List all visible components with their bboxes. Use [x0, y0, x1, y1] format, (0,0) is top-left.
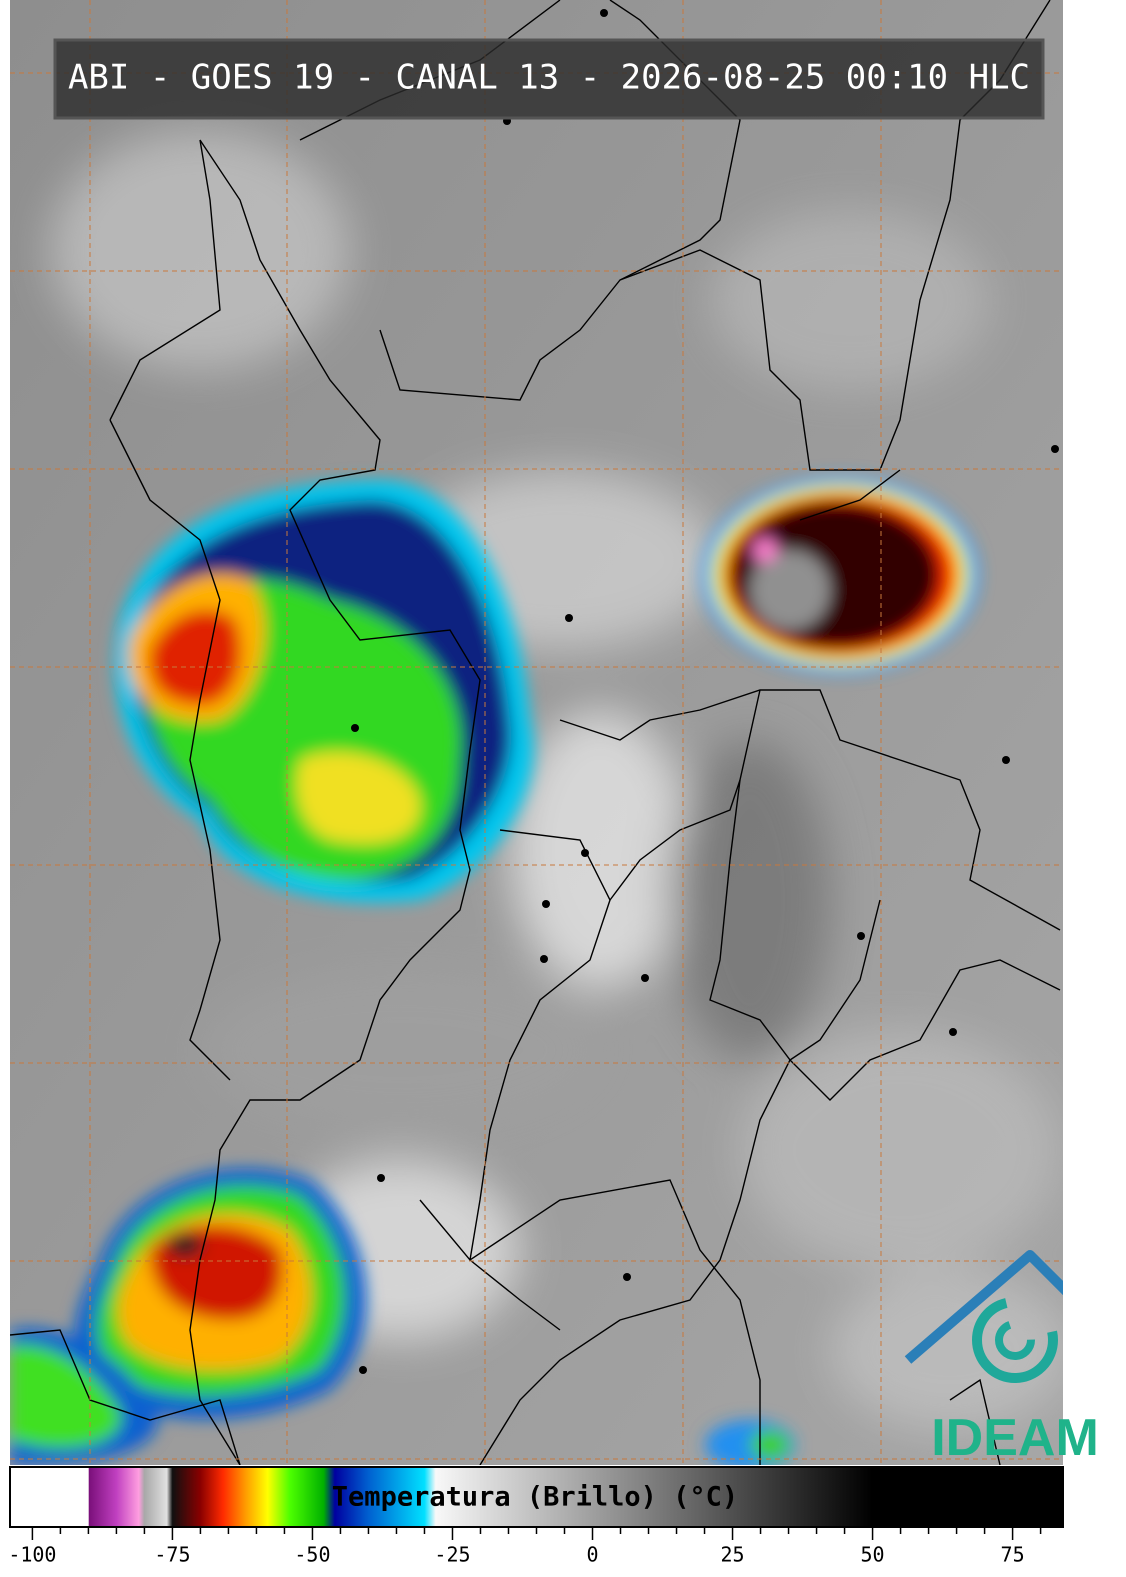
colorbar-bar	[9, 1466, 1064, 1528]
title-box	[53, 38, 1045, 120]
colorbar-tick-label: -100	[8, 1543, 56, 1567]
logo-text: IDEAM	[931, 1409, 1099, 1467]
satellite-map	[10, 0, 1063, 1465]
colorbar-tick-label: -25	[434, 1543, 470, 1567]
colorbar-label: Temperatura (Brillo) (°C)	[332, 1482, 738, 1513]
colorbar-tick-label: -75	[154, 1543, 190, 1567]
colorbar: Temperatura (Brillo) (°C) -100 -75 -50 -25 0 2…	[8, 1466, 1064, 1567]
title: ABI - GOES 19 - CANAL 13 - 2026-08-25 00…	[68, 58, 1030, 98]
admin-borders	[10, 0, 1061, 1465]
colorbar-tick-label: 0	[586, 1543, 598, 1567]
colorbar-tick-label: -50	[294, 1543, 330, 1567]
colorbar-tick-label: 25	[720, 1543, 744, 1567]
colorbar-tick-label: 75	[1001, 1543, 1025, 1567]
ideam-logo	[904, 1250, 1063, 1383]
city-markers	[351, 9, 1059, 1374]
colorbar-tick-label: 50	[861, 1543, 885, 1567]
storm-cell	[702, 477, 978, 673]
storm-cell	[10, 1168, 795, 1465]
cloud-texture	[50, 130, 1063, 1430]
storm-cell	[115, 480, 534, 903]
